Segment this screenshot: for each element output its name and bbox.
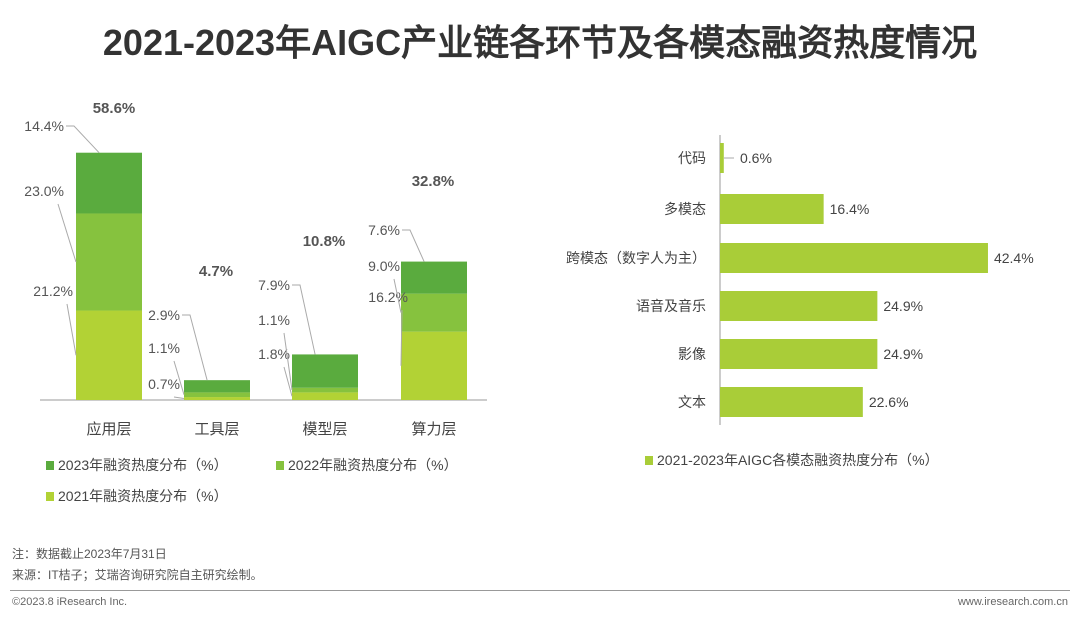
value-label: 1.8%	[258, 346, 290, 362]
legend-label: 2021年融资热度分布（%）	[58, 488, 228, 504]
chart-title: 2021-2023年AIGC产业链各环节及各模态融资热度情况	[102, 22, 978, 63]
value-label: 24.9%	[883, 346, 923, 362]
bar-segment	[401, 261, 467, 294]
value-label: 16.2%	[368, 289, 408, 305]
y-tick-label: 文本	[678, 394, 706, 410]
x-tick-label: 模型层	[302, 421, 347, 438]
value-label: 2.9%	[148, 307, 180, 323]
leader-line	[57, 203, 77, 263]
bar-segment	[76, 152, 142, 214]
y-tick-label: 影像	[678, 346, 706, 362]
x-tick-label: 算力层	[411, 420, 456, 438]
value-label: 1.1%	[148, 340, 180, 356]
value-label: 0.7%	[148, 376, 180, 392]
bar	[720, 143, 724, 173]
value-label: 16.4%	[830, 201, 870, 217]
bar-segment	[76, 310, 142, 400]
x-tick-label: 应用层	[86, 420, 131, 438]
value-label: 1.1%	[258, 312, 290, 328]
leader-line	[173, 360, 185, 395]
bar	[720, 194, 824, 224]
bar-segment	[184, 392, 250, 398]
leader-line	[292, 284, 316, 355]
legend-swatch	[46, 461, 54, 470]
leader-line	[393, 278, 402, 313]
bar-segment	[184, 397, 250, 400]
total-label: 10.8%	[303, 233, 346, 250]
bar-segment	[292, 392, 358, 400]
bar-segment	[292, 354, 358, 388]
leader-line	[182, 314, 208, 381]
source-text: 来源：IT桔子；艾瑞咨询研究院自主研究绘制。	[12, 568, 263, 582]
bar-segment	[292, 387, 358, 393]
value-label: 22.6%	[869, 394, 909, 410]
leader-line	[283, 332, 293, 391]
bar-segment	[76, 213, 142, 311]
note-text: 注：数据截止2023年7月31日	[12, 547, 167, 561]
bar	[720, 291, 878, 321]
copyright: ©2023.8 iResearch Inc.	[12, 596, 128, 608]
total-label: 4.7%	[199, 263, 233, 280]
leader-line	[402, 229, 425, 262]
y-tick-label: 跨模态（数字人为主）	[566, 250, 706, 266]
bar	[720, 387, 863, 417]
bar	[720, 243, 988, 273]
leader-line	[283, 366, 293, 397]
value-label: 9.0%	[368, 258, 400, 274]
bar-segment	[401, 331, 467, 400]
legend-label: 2021-2023年AIGC各模态融资热度分布（%）	[657, 452, 939, 468]
leader-line	[66, 303, 77, 356]
value-label: 24.9%	[883, 298, 923, 314]
y-tick-label: 多模态	[664, 201, 706, 217]
x-tick-label: 工具层	[194, 421, 239, 438]
value-label: 0.6%	[740, 150, 772, 166]
website: www.iresearch.com.cn	[957, 596, 1068, 608]
bar-segment	[184, 380, 250, 393]
leader-line	[66, 125, 100, 154]
total-label: 58.6%	[93, 100, 136, 117]
legend-label: 2022年融资热度分布（%）	[288, 457, 458, 473]
total-label: 32.8%	[412, 173, 455, 190]
leader-line	[400, 309, 403, 366]
footer-divider	[10, 590, 1070, 591]
legend-swatch	[645, 456, 653, 465]
bar	[720, 339, 878, 369]
value-label: 14.4%	[24, 118, 64, 134]
value-label: 7.9%	[258, 277, 290, 293]
bar-segment	[401, 293, 467, 332]
value-label: 23.0%	[24, 183, 64, 199]
leader-line	[173, 396, 185, 400]
y-tick-label: 语音及音乐	[636, 298, 706, 314]
legend-label: 2023年融资热度分布（%）	[58, 457, 228, 473]
value-label: 42.4%	[994, 250, 1034, 266]
legend-swatch	[46, 492, 54, 501]
y-tick-label: 代码	[678, 150, 706, 166]
value-label: 7.6%	[368, 222, 400, 238]
legend-swatch	[276, 461, 284, 470]
value-label: 21.2%	[33, 283, 73, 299]
